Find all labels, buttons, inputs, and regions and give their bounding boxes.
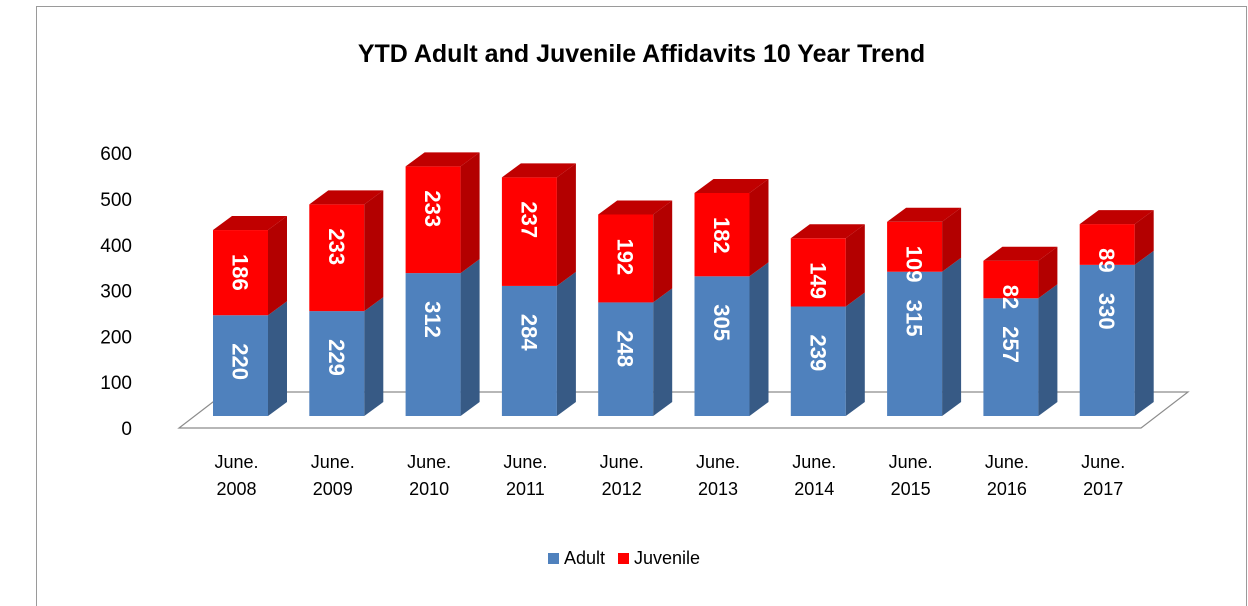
legend-swatch-adult [547, 553, 559, 564]
data-label-juvenile: 109 [902, 246, 927, 283]
bar-adult [983, 298, 1039, 416]
bar-top-juvenile [1079, 210, 1154, 225]
bar-adult [887, 271, 943, 416]
bar-top-juvenile [598, 200, 673, 215]
x-tick-label: June. 2015 [889, 452, 933, 499]
bar-side-adult [268, 301, 287, 416]
bar-adult [1079, 264, 1135, 416]
data-label-juvenile: 149 [805, 262, 830, 299]
bar-juvenile [213, 230, 268, 316]
bar-side-adult [749, 262, 769, 416]
bar-side-juvenile [653, 200, 673, 303]
bar-side-adult [556, 271, 576, 416]
chart-frame [36, 6, 1247, 606]
bar-juvenile [501, 177, 557, 286]
bar-juvenile [887, 221, 943, 272]
bar-side-adult [1038, 284, 1058, 416]
bar-adult [309, 311, 365, 416]
x-tick-label: June. 2008 [214, 452, 258, 499]
legend-label-adult: Adult [563, 548, 605, 568]
bar-side-adult [653, 288, 673, 416]
data-label-juvenile: 192 [613, 238, 638, 275]
bar-side-juvenile [460, 152, 480, 274]
chart-title: YTD Adult and Juvenile Affidavits 10 Yea… [357, 40, 926, 68]
x-tick-label: June. 2014 [792, 452, 836, 499]
bar-adult [790, 306, 846, 416]
y-tick-label: 500 [100, 190, 132, 211]
bar-adult [501, 285, 557, 416]
data-label-adult: 248 [613, 330, 638, 367]
data-label-adult: 239 [805, 335, 830, 372]
y-tick-label: 100 [100, 373, 132, 394]
x-tick-label: June. 2017 [1081, 452, 1125, 499]
data-label-juvenile: 89 [1094, 248, 1119, 272]
legend-label-juvenile: Juvenile [634, 548, 701, 568]
data-label-adult: 315 [902, 300, 927, 337]
data-label-adult: 257 [998, 326, 1023, 363]
bar-side-juvenile [1038, 246, 1058, 299]
data-label-juvenile: 82 [998, 285, 1023, 309]
bar-side-juvenile [942, 207, 962, 272]
y-tick-label: 200 [100, 327, 132, 348]
bar-top-juvenile [790, 224, 865, 239]
data-label-adult: 312 [420, 301, 445, 338]
bar-top-juvenile [213, 216, 287, 231]
bar-side-adult [364, 297, 384, 416]
bar-juvenile [598, 214, 654, 303]
y-tick-label: 300 [100, 282, 132, 303]
data-label-juvenile: 186 [228, 254, 253, 291]
x-tick-label: June. 2013 [696, 452, 740, 499]
legend-item-adult: Adult [547, 548, 605, 569]
data-label-juvenile: 182 [709, 217, 734, 254]
bar-juvenile [309, 204, 365, 312]
x-tick-label: June. 2016 [985, 452, 1029, 499]
bar-juvenile [1079, 224, 1135, 265]
bar-juvenile [790, 238, 846, 307]
bar-side-juvenile [845, 224, 865, 307]
chart-plot: 0 100 200 300 400 500 600 220 186 June. 2008 229 233… [100, 144, 1190, 499]
legend-swatch-juvenile [618, 553, 629, 564]
bar-adult [213, 315, 268, 416]
data-label-juvenile: 233 [420, 190, 445, 227]
x-tick-label: June. 2009 [311, 452, 355, 499]
legend-item-juvenile: Juvenile [618, 548, 700, 569]
legend: Adult Juvenile [0, 548, 1248, 569]
bar-side-adult [460, 259, 480, 416]
bar-side-juvenile [268, 216, 287, 316]
data-label-juvenile: 233 [324, 228, 349, 265]
bar-top-juvenile [405, 152, 480, 167]
data-label-adult: 220 [228, 343, 253, 380]
x-tick-label: June. 2011 [503, 452, 547, 499]
bar-top-juvenile [694, 178, 769, 193]
bar-adult [405, 273, 461, 416]
bar-adult [694, 276, 750, 416]
bar-juvenile [405, 166, 461, 274]
y-tick-label: 400 [100, 236, 132, 257]
bar-juvenile [694, 192, 750, 277]
bar-side-adult [942, 257, 962, 416]
bar-side-juvenile [364, 190, 384, 312]
bar-side-juvenile [556, 163, 576, 286]
data-label-adult: 305 [709, 304, 734, 341]
chart-floor [177, 391, 1190, 429]
bar-top-juvenile [501, 163, 576, 178]
data-label-adult: 330 [1094, 293, 1119, 330]
y-tick-label: 600 [100, 144, 132, 165]
bar-top-juvenile [983, 246, 1058, 261]
bar-top-juvenile [887, 207, 962, 222]
bar-adult [598, 302, 654, 416]
bar-side-adult [1134, 250, 1154, 416]
x-tick-label: June. 2010 [407, 452, 451, 499]
bar-side-juvenile [749, 178, 769, 277]
x-tick-label: June. 2012 [600, 452, 644, 499]
bar-side-juvenile [1134, 210, 1154, 265]
bar-side-adult [845, 292, 865, 416]
data-label-adult: 284 [516, 314, 541, 351]
bar-juvenile [983, 260, 1039, 299]
bar-top-juvenile [309, 190, 384, 205]
data-label-adult: 229 [324, 339, 349, 376]
data-label-juvenile: 237 [516, 201, 541, 238]
y-tick-label: 0 [121, 419, 132, 440]
